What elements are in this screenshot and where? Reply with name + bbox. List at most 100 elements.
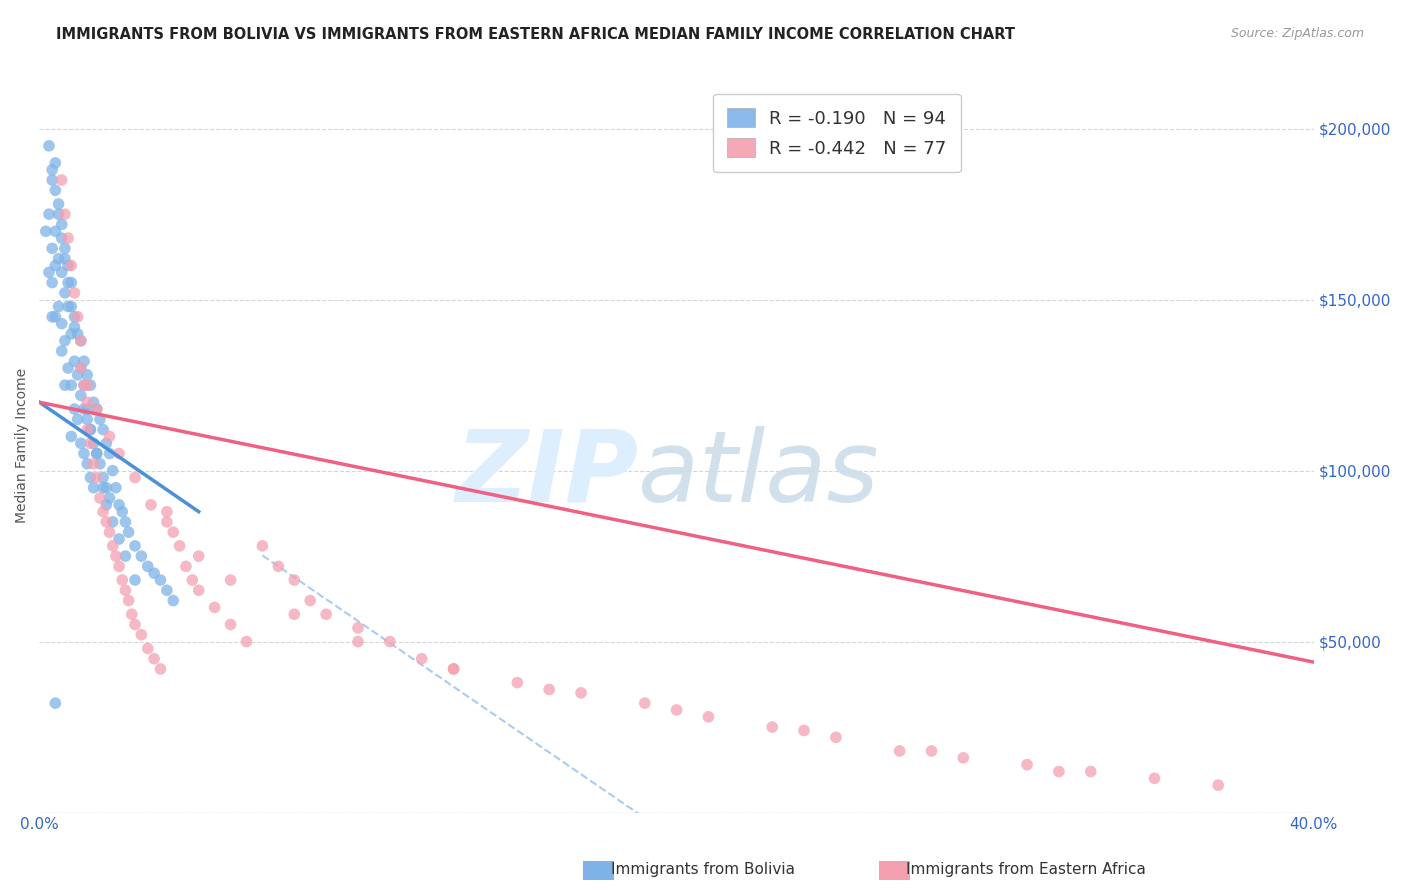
Point [187,549,209,563]
Point [98,429,121,443]
Point [111,505,134,519]
Point [91,481,114,495]
Point [117,525,139,540]
Point [156,515,179,529]
Point [53,285,76,300]
Point [79,423,101,437]
Point [347,634,370,648]
Point [56,259,79,273]
Point [96,515,118,529]
Point [136,641,159,656]
Text: Immigrants from Bolivia: Immigrants from Bolivia [612,863,794,877]
Point [53,378,76,392]
Point [66,310,89,324]
Point [56,276,79,290]
Point [89,457,111,471]
Point [252,539,274,553]
Point [91,470,114,484]
Point [86,402,108,417]
Point [101,464,124,478]
Point [73,378,96,392]
Point [634,696,657,710]
Point [60,326,83,341]
Point [89,412,111,426]
Point [283,573,305,587]
Point [48,197,70,211]
Point [1143,772,1166,786]
Point [60,300,83,314]
Text: ZIP: ZIP [456,425,638,523]
Point [114,549,136,563]
Point [411,651,433,665]
Point [139,498,162,512]
Point [83,436,105,450]
Point [63,310,86,324]
Point [1206,778,1229,792]
Point [44,224,66,238]
Point [41,310,63,324]
Point [51,317,73,331]
Point [53,252,76,266]
Point [79,378,101,392]
Point [51,173,73,187]
Point [41,173,63,187]
Point [53,334,76,348]
Point [187,583,209,598]
Point [63,285,86,300]
Point [299,593,322,607]
Point [73,446,96,460]
Point [51,265,73,279]
Point [117,593,139,607]
Point [149,662,172,676]
Point [69,388,91,402]
Point [73,378,96,392]
Point [86,446,108,460]
Point [697,710,720,724]
Point [53,241,76,255]
Point [51,343,73,358]
Point [86,402,108,417]
Point [1047,764,1070,779]
Point [569,686,592,700]
Point [347,621,370,635]
Point [76,378,98,392]
Point [124,539,146,553]
Point [156,583,179,598]
Point [149,573,172,587]
Point [56,300,79,314]
Point [48,207,70,221]
Point [76,395,98,409]
Point [44,183,66,197]
Point [79,423,101,437]
Point [38,138,60,153]
Point [443,662,465,676]
Point [219,617,242,632]
Point [89,491,111,505]
Point [108,532,131,546]
Point [76,423,98,437]
Point [538,682,561,697]
Point [76,402,98,417]
Point [44,156,66,170]
Point [98,446,121,460]
Point [48,252,70,266]
Point [63,354,86,368]
Text: Source: ZipAtlas.com: Source: ZipAtlas.com [1230,27,1364,40]
Point [111,573,134,587]
Point [162,525,184,540]
Point [86,446,108,460]
Point [48,300,70,314]
Point [1015,757,1038,772]
Point [761,720,783,734]
Point [143,566,166,581]
Point [73,354,96,368]
Point [131,549,153,563]
Point [66,368,89,382]
Point [91,423,114,437]
Point [41,162,63,177]
Point [204,600,226,615]
Point [98,491,121,505]
Point [267,559,290,574]
Point [124,617,146,632]
Point [38,265,60,279]
